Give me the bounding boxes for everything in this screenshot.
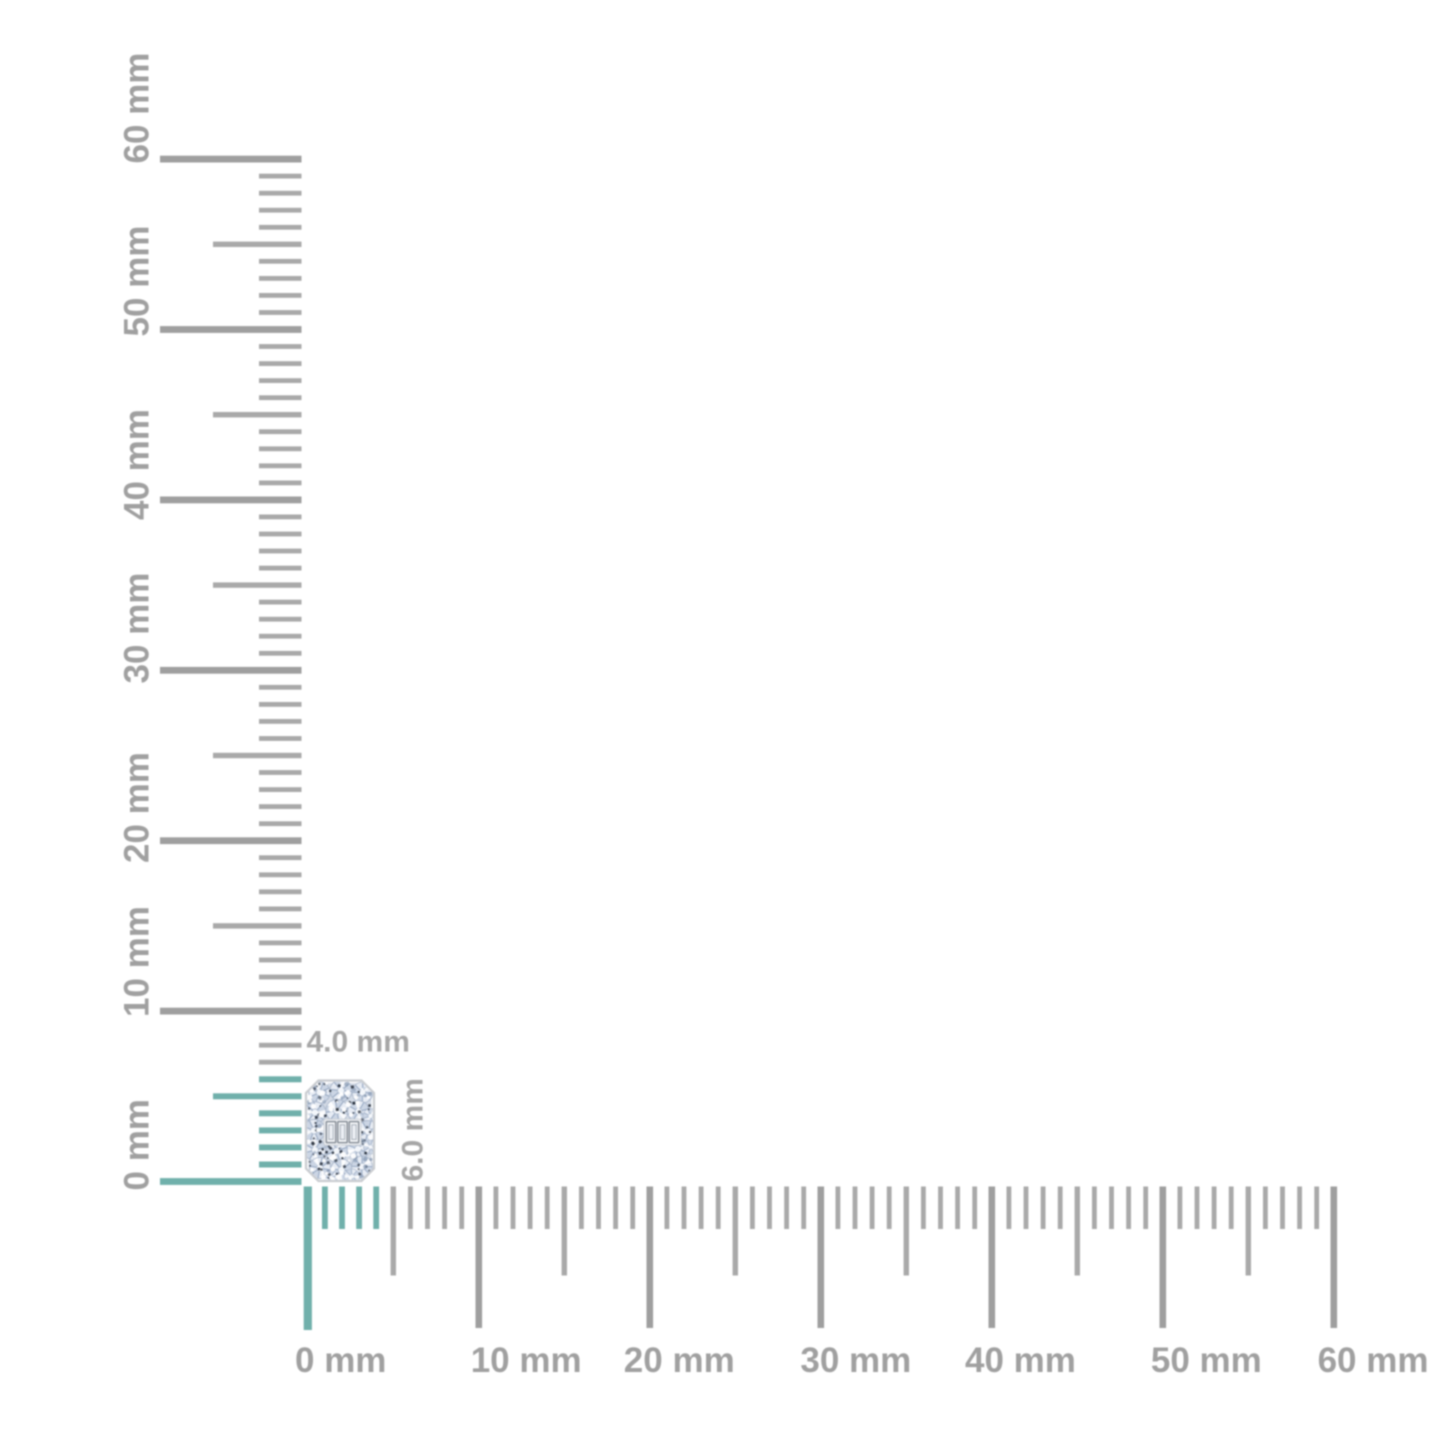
svg-text:20 mm: 20 mm — [624, 1341, 735, 1380]
svg-text:30 mm: 30 mm — [118, 573, 157, 684]
svg-text:0 mm: 0 mm — [295, 1341, 386, 1380]
svg-text:50 mm: 50 mm — [118, 226, 157, 337]
svg-text:6.0 mm: 6.0 mm — [397, 1078, 430, 1181]
svg-text:50 mm: 50 mm — [1151, 1341, 1262, 1380]
svg-text:10 mm: 10 mm — [118, 906, 157, 1017]
svg-text:0 mm: 0 mm — [118, 1099, 157, 1190]
svg-text:40 mm: 40 mm — [965, 1341, 1076, 1380]
svg-text:4.0 mm: 4.0 mm — [307, 1026, 410, 1059]
svg-text:40 mm: 40 mm — [118, 409, 157, 520]
svg-text:10 mm: 10 mm — [471, 1341, 582, 1380]
svg-text:60 mm: 60 mm — [1318, 1341, 1429, 1380]
svg-text:60 mm: 60 mm — [118, 53, 157, 164]
svg-text:20 mm: 20 mm — [118, 752, 157, 863]
svg-text:30 mm: 30 mm — [800, 1341, 911, 1380]
